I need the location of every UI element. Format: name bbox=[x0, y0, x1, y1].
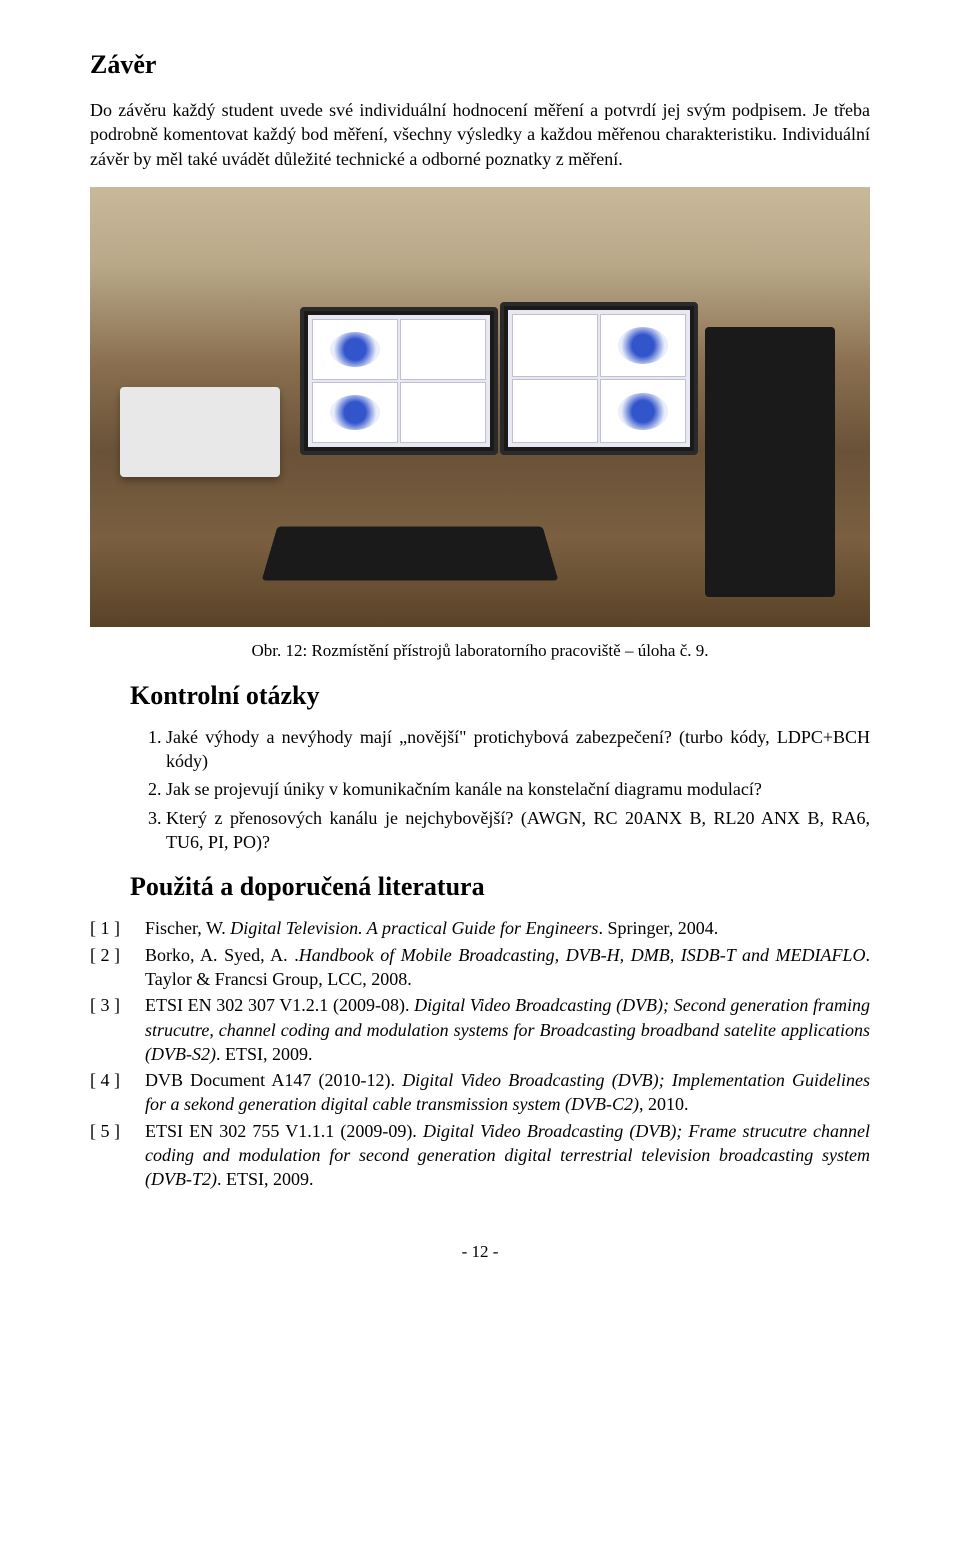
list-item: Jaké výhody a nevýhody mají „novější" pr… bbox=[166, 725, 870, 774]
ref-text: Borko, A. Syed, A. .Handbook of Mobile B… bbox=[145, 943, 870, 992]
ref-row: [ 4 ] DVB Document A147 (2010-12). Digit… bbox=[90, 1068, 870, 1117]
ref-text: DVB Document A147 (2010-12). Digital Vid… bbox=[145, 1068, 870, 1117]
ref-label: [ 5 ] bbox=[90, 1119, 145, 1192]
ref-row: [ 2 ] Borko, A. Syed, A. .Handbook of Mo… bbox=[90, 943, 870, 992]
ref-row: [ 3 ] ETSI EN 302 307 V1.2.1 (2009-08). … bbox=[90, 993, 870, 1066]
figure-caption: Obr. 12: Rozmístění přístrojů laboratorn… bbox=[90, 641, 870, 661]
ref-text: ETSI EN 302 307 V1.2.1 (2009-08). Digita… bbox=[145, 993, 870, 1066]
lab-photo bbox=[90, 187, 870, 627]
intro-paragraph: Do závěru každý student uvede své indivi… bbox=[90, 98, 870, 171]
ref-row: [ 5 ] ETSI EN 302 755 V1.1.1 (2009-09). … bbox=[90, 1119, 870, 1192]
list-item: Který z přenosových kanálu je nejchybově… bbox=[166, 806, 870, 855]
ref-row: [ 1 ] Fischer, W. Digital Television. A … bbox=[90, 916, 870, 940]
questions-list: Jaké výhody a nevýhody mají „novější" pr… bbox=[130, 725, 870, 854]
section-title: Závěr bbox=[90, 50, 870, 80]
page-number: - 12 - bbox=[90, 1242, 870, 1262]
ref-text: Fischer, W. Digital Television. A practi… bbox=[145, 916, 870, 940]
questions-heading: Kontrolní otázky bbox=[130, 681, 870, 711]
ref-text: ETSI EN 302 755 V1.1.1 (2009-09). Digita… bbox=[145, 1119, 870, 1192]
figure-block bbox=[90, 187, 870, 627]
ref-label: [ 4 ] bbox=[90, 1068, 145, 1117]
ref-label: [ 2 ] bbox=[90, 943, 145, 992]
references-list: [ 1 ] Fischer, W. Digital Television. A … bbox=[90, 916, 870, 1191]
page-container: Závěr Do závěru každý student uvede své … bbox=[0, 0, 960, 1302]
refs-heading: Použitá a doporučená literatura bbox=[130, 872, 870, 902]
ref-label: [ 3 ] bbox=[90, 993, 145, 1066]
ref-label: [ 1 ] bbox=[90, 916, 145, 940]
list-item: Jak se projevují úniky v komunikačním ka… bbox=[166, 777, 870, 801]
